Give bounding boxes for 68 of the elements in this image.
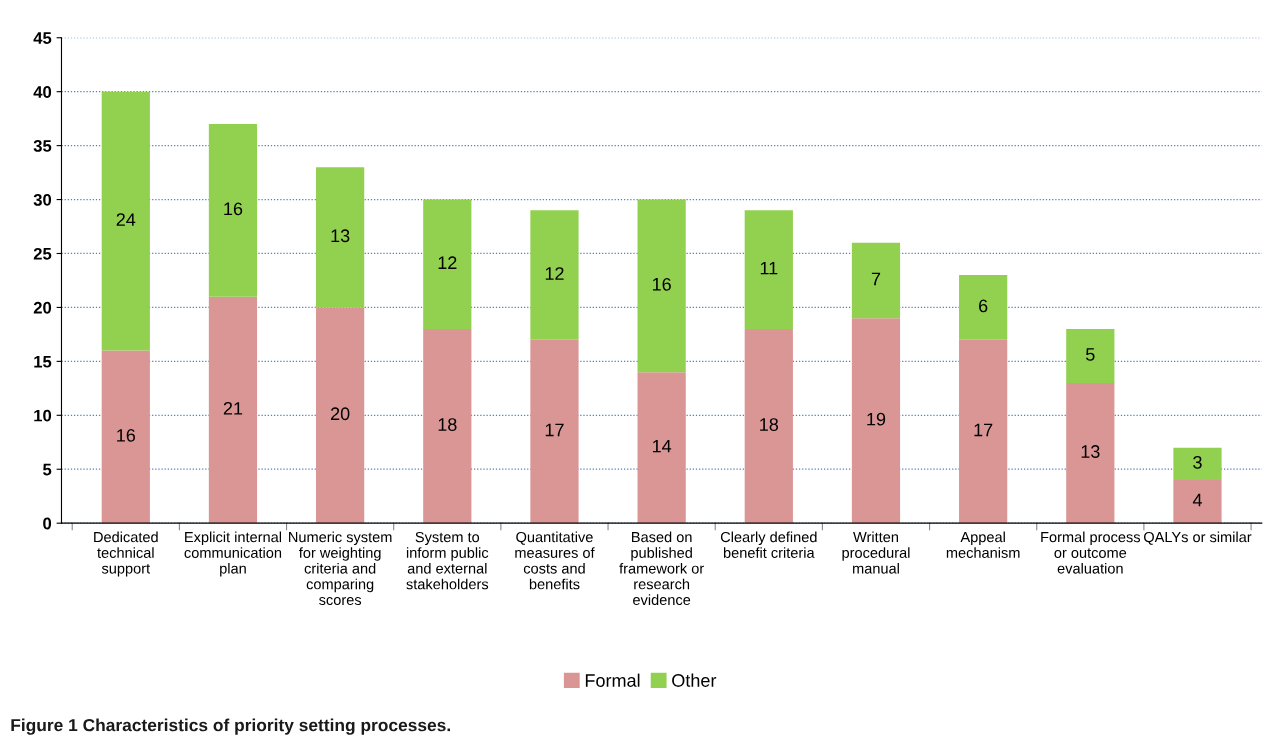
data-label: 13 [1081,445,1100,458]
bar [851,318,901,524]
data-label: 11 [760,261,778,275]
y-tick-label: 25 [33,247,52,260]
y-tick-label: 40 [33,86,52,98]
bar [744,210,793,329]
bar [1173,480,1222,524]
x-tick-label: Written procedural manual [842,531,910,574]
bar [530,210,579,340]
y-tick-label: 0 [43,517,52,530]
data-label: 5 [1086,348,1095,361]
y-tick-label: 20 [33,301,52,314]
data-label: 3 [1193,455,1202,469]
caption: Figure 1 Characteristics of priority setting processes. [11,718,450,735]
data-label: 6 [979,299,988,313]
bar [530,339,579,524]
data-label: 14 [652,439,672,453]
bar [637,372,686,524]
x-tick-label: Based on published framework or research evidence [619,531,704,606]
data-label: 24 [116,213,136,226]
data-label: 16 [224,202,243,216]
bar [959,339,1008,524]
bar [423,329,472,524]
data-label: 17 [974,423,993,437]
bar [637,199,686,373]
data-label: 4 [1192,493,1202,507]
y-tick-label: 35 [33,140,52,152]
data-label: 19 [867,412,886,426]
x-tick-label: Appeal mechanism [946,531,1020,558]
bar [1066,329,1115,383]
bar [316,167,365,308]
x-tick-label: System to inform public and external stakeholders [406,531,489,590]
y-tick-label: 45 [33,32,52,44]
y-tick-label: 5 [43,463,52,476]
x-tick-label: Quantitative measures of costs and benefits [515,531,595,590]
bar [101,91,150,351]
x-tick-label: Dedicated technical support [94,531,158,577]
bar [1173,447,1222,481]
data-label: 18 [438,418,457,431]
x-tick-label: Explicit internal communication plan [184,531,282,577]
x-tick-label: Numeric system for weighting criteria and comparing scores [289,531,392,606]
bar [959,275,1008,340]
y-tick-label: 15 [34,355,52,368]
legend-label: Formal [585,673,640,687]
data-label: 16 [117,428,136,442]
data-label: 16 [652,277,671,291]
x-tick-label: Formal process or outcome evaluation [1041,531,1141,574]
data-label: 17 [545,423,564,437]
bar [744,329,793,524]
data-label: 7 [871,272,881,286]
data-label: 20 [331,407,350,421]
bar [1066,382,1115,524]
y-tick-label: 10 [34,409,52,422]
bar [101,350,150,524]
x-tick-label: QALYs or similar [1144,531,1252,545]
data-label: 12 [545,267,564,280]
data-label: 12 [438,256,457,269]
bar [423,199,472,329]
data-label: 13 [331,229,350,243]
legend-label: Other [672,673,717,687]
bar [316,307,365,524]
bar [208,296,258,524]
x-tick-label: Clearly defined benefit criteria [720,531,817,558]
y-tick-label: 30 [33,193,52,206]
data-label: 21 [223,401,243,415]
bar [851,242,901,319]
data-label: 18 [760,418,779,431]
bar [208,124,258,297]
